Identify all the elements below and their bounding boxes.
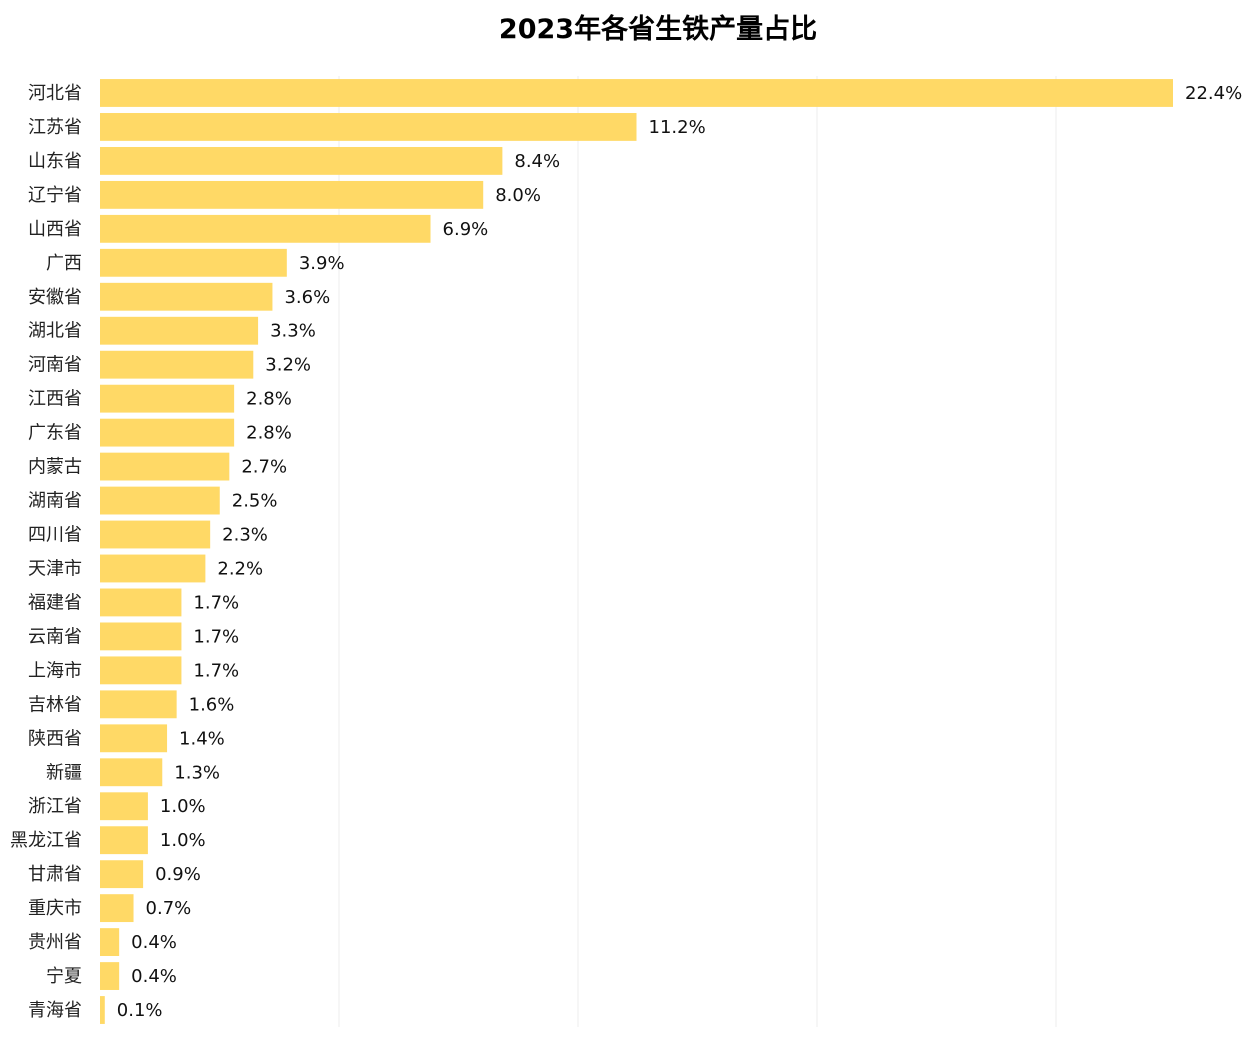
category-label: 云南省 (28, 626, 82, 647)
category-label: 黑龙江省 (10, 830, 82, 851)
category-label: 内蒙古 (28, 457, 82, 478)
bar (100, 384, 235, 413)
category-label: 安徽省 (28, 287, 82, 308)
bar (100, 928, 120, 957)
category-label: 江西省 (28, 389, 82, 410)
value-label: 3.3% (270, 321, 316, 342)
value-label: 1.6% (189, 694, 235, 715)
bar (100, 826, 148, 855)
value-labels: 22.4% 11.2% 8.4% 8.0% 6.9% 3.9% 3.6% 3.3% 3.2% 2.… (117, 83, 1242, 1021)
value-label: 2.2% (217, 558, 263, 579)
value-label: 2.8% (246, 423, 292, 444)
bar (100, 418, 235, 447)
category-label: 浙江省 (28, 796, 82, 817)
category-label: 贵州省 (28, 932, 82, 953)
value-label: 1.0% (160, 830, 206, 851)
value-label: 2.5% (232, 491, 278, 512)
value-label: 0.9% (155, 864, 201, 885)
category-label: 重庆市 (28, 898, 82, 919)
bar (100, 350, 254, 379)
bar (100, 282, 273, 311)
value-label: 1.7% (193, 660, 239, 681)
category-label: 辽宁省 (28, 185, 82, 206)
bar (100, 113, 637, 141)
category-label: 河北省 (28, 83, 82, 104)
category-labels: 河北省江苏省山东省辽宁省山西省广西安徽省湖北省河南省江西省广东省内蒙古湖南省四川… (10, 83, 82, 1021)
bar (100, 792, 148, 821)
bars (100, 79, 1173, 1024)
category-label: 新疆 (46, 762, 82, 783)
value-label: 3.2% (265, 355, 311, 376)
bar (100, 860, 144, 889)
bar (100, 656, 182, 685)
chart-title: 2023年各省生铁产量占比 (499, 13, 817, 45)
bar (100, 79, 1173, 107)
bar (100, 520, 211, 549)
bar (100, 452, 230, 481)
category-label: 青海省 (28, 1000, 82, 1021)
bar (100, 690, 177, 719)
value-label: 1.7% (193, 592, 239, 613)
value-label: 6.9% (443, 219, 489, 240)
value-label: 0.1% (117, 1000, 163, 1021)
value-label: 2.7% (241, 457, 287, 478)
value-label: 0.4% (131, 932, 177, 953)
category-label: 河南省 (28, 355, 82, 376)
value-label: 8.0% (495, 185, 541, 206)
category-label: 广西 (46, 253, 82, 274)
bar (100, 622, 182, 651)
value-label: 3.6% (284, 287, 330, 308)
bar (100, 248, 287, 277)
category-label: 湖南省 (28, 491, 82, 512)
bar (100, 316, 259, 345)
value-label: 1.7% (193, 626, 239, 647)
category-label: 甘肃省 (28, 864, 82, 885)
category-label: 宁夏 (46, 966, 82, 987)
category-label: 山西省 (28, 219, 82, 240)
bar (100, 180, 484, 209)
value-label: 11.2% (649, 117, 706, 138)
gridlines (338, 76, 1057, 1027)
category-label: 湖北省 (28, 321, 82, 342)
value-label: 2.8% (246, 389, 292, 410)
category-label: 江苏省 (28, 117, 82, 138)
category-label: 吉林省 (28, 694, 82, 715)
bar (100, 588, 182, 617)
value-label: 1.0% (160, 796, 206, 817)
bar (100, 758, 163, 787)
category-label: 广东省 (28, 423, 82, 444)
value-label: 2.3% (222, 525, 268, 546)
bar (100, 962, 120, 990)
bar (100, 724, 168, 753)
category-label: 上海市 (28, 660, 82, 681)
bar (100, 894, 134, 923)
category-label: 四川省 (28, 525, 82, 546)
bar (100, 486, 220, 515)
value-label: 8.4% (514, 151, 560, 172)
bar (100, 996, 105, 1024)
value-label: 1.4% (179, 728, 225, 749)
bar (100, 554, 206, 583)
value-label: 0.4% (131, 966, 177, 987)
value-label: 0.7% (146, 898, 192, 919)
category-label: 天津市 (28, 558, 82, 579)
bar (100, 146, 503, 175)
value-label: 3.9% (299, 253, 345, 274)
category-label: 陕西省 (28, 728, 82, 749)
category-label: 福建省 (28, 592, 82, 613)
bar (100, 214, 431, 243)
value-label: 1.3% (174, 762, 220, 783)
category-label: 山东省 (28, 151, 82, 172)
value-label: 22.4% (1185, 83, 1242, 104)
